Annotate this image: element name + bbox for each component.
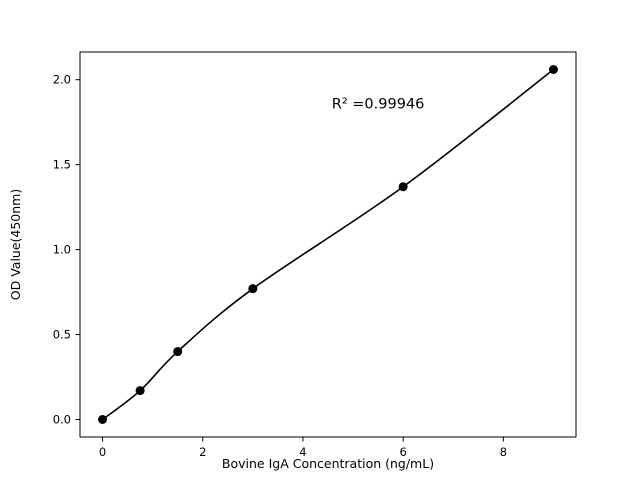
y-tick-label: 1.0 (53, 243, 71, 257)
data-point (135, 386, 145, 396)
x-tick-label: 0 (99, 445, 106, 459)
y-tick-label: 2.0 (53, 73, 71, 87)
data-point (548, 65, 558, 74)
data-point (98, 415, 108, 424)
r-squared-annotation: R² =0.99946 (332, 97, 425, 113)
y-tick-label: 1.5 (53, 158, 71, 172)
x-tick-label: 6 (399, 445, 406, 459)
plot-box (79, 51, 577, 438)
x-tick-label: 4 (299, 445, 306, 459)
fit-curve (102, 68, 554, 421)
x-tick-label: 8 (500, 445, 507, 459)
data-point (173, 347, 183, 357)
x-tick-label: 2 (199, 445, 206, 459)
y-tick-label: 0.5 (53, 328, 71, 342)
y-axis-label: OD Value(450nm) (8, 189, 23, 300)
x-axis-label: Bovine IgA Concentration (ng/mL) (222, 456, 434, 471)
data-point (248, 284, 258, 294)
data-point (398, 182, 408, 192)
y-tick-label: 0.0 (53, 413, 71, 427)
